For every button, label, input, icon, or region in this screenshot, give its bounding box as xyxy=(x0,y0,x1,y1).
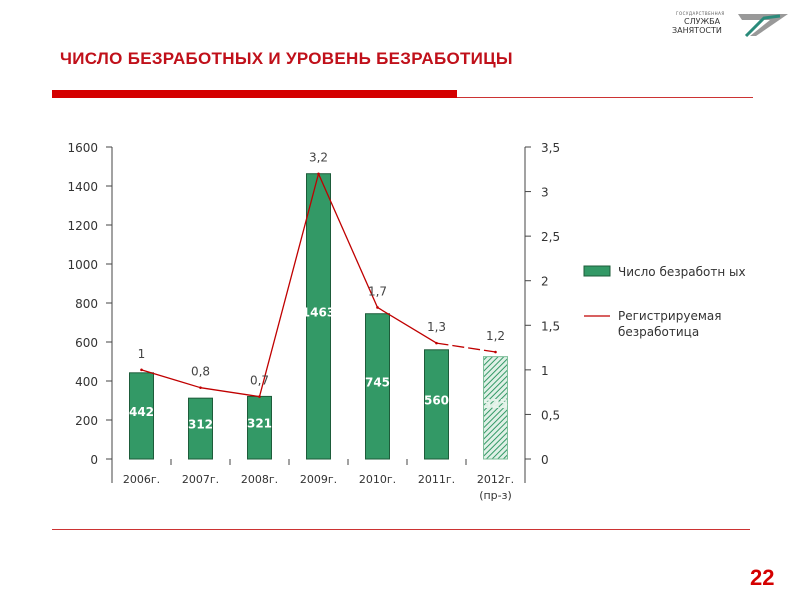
line-segment xyxy=(436,342,496,353)
x-tick-label: 2010г. xyxy=(359,473,396,486)
bar xyxy=(129,372,154,460)
line-segment xyxy=(377,306,437,344)
bar xyxy=(247,395,272,460)
legend-label-line-1: Регистрируемая xyxy=(618,309,721,323)
line-value-label: 1 xyxy=(138,347,146,361)
right-tick-label: 3,5 xyxy=(541,141,560,155)
line-segment xyxy=(141,369,201,389)
bar-value-label: 560 xyxy=(424,393,449,407)
bar-value-label: 321 xyxy=(247,417,272,431)
line-point xyxy=(376,306,379,309)
bar xyxy=(424,349,449,460)
bar xyxy=(483,356,508,460)
line-point xyxy=(258,395,261,398)
logo-text-1: ГОСУДАРСТВЕННАЯ xyxy=(676,11,725,16)
right-tick-label: 0 xyxy=(541,453,549,467)
line-point xyxy=(140,368,143,372)
x-tick-sublabel: (пр-з) xyxy=(479,489,512,502)
line-value-label: 0,8 xyxy=(191,365,210,379)
footer-divider xyxy=(52,529,750,530)
line-segment xyxy=(258,173,320,397)
line-point xyxy=(435,341,438,345)
bar xyxy=(365,313,390,460)
header-red-bar xyxy=(52,90,457,98)
bar-value-label: 442 xyxy=(129,405,154,419)
right-tick-label: 2,5 xyxy=(541,230,560,244)
right-tick-label: 2 xyxy=(541,275,549,289)
line-point xyxy=(199,386,202,389)
left-tick-label: 200 xyxy=(75,414,98,428)
left-tick-label: 1000 xyxy=(67,258,98,272)
x-tick-label: 2009г. xyxy=(300,473,337,486)
left-tick-label: 1600 xyxy=(67,141,98,155)
legend-bar-swatch xyxy=(583,265,611,277)
left-tick-label: 0 xyxy=(90,453,98,467)
logo-text-3: ЗАНЯТОСТИ xyxy=(672,26,722,35)
right-tick-label: 1 xyxy=(541,364,549,378)
logo-text-2: СЛУЖБА xyxy=(684,17,721,26)
line-point xyxy=(317,172,320,176)
logo: ГОСУДАРСТВЕННАЯ СЛУЖБА ЗАНЯТОСТИ xyxy=(670,10,790,42)
x-tick-label: 2011г. xyxy=(418,473,455,486)
line-value-label: 3,2 xyxy=(309,151,328,165)
logo-mark-icon xyxy=(738,14,788,38)
left-tick-label: 800 xyxy=(75,297,98,311)
x-tick-label: 2006г. xyxy=(123,473,160,486)
legend-label-line-2: безработица xyxy=(618,325,699,339)
bar-value-label: 745 xyxy=(365,375,390,389)
x-tick-label: 2008г. xyxy=(241,473,278,486)
right-tick-label: 1,5 xyxy=(541,319,560,333)
line-value-label: 0,7 xyxy=(250,374,269,388)
line-value-label: 1,7 xyxy=(368,284,387,298)
line-point xyxy=(494,350,497,354)
right-tick-label: 3 xyxy=(541,186,549,200)
x-tick-label: 2012г. xyxy=(477,473,514,486)
page-title: ЧИСЛО БЕЗРАБОТНЫХ И УРОВЕНЬ БЕЗРАБОТИЦЫ xyxy=(60,49,513,68)
line-segment xyxy=(200,387,260,398)
page-number: 22 xyxy=(750,565,775,590)
line-value-label: 1,3 xyxy=(427,320,446,334)
legend-label-bars: Число безработн ых xyxy=(618,265,746,279)
bar-value-label: 1463 xyxy=(302,305,335,319)
line-segment xyxy=(317,173,379,308)
right-tick-label: 0,5 xyxy=(541,408,560,422)
line-value-label: 1,2 xyxy=(486,329,505,343)
left-tick-label: 1200 xyxy=(67,219,98,233)
x-tick-label: 2007г. xyxy=(182,473,219,486)
left-tick-label: 400 xyxy=(75,375,98,389)
bar-value-label: 312 xyxy=(188,418,213,432)
bar xyxy=(188,397,213,460)
bar-value-label: 525 xyxy=(483,397,508,411)
chart: 0 200 400 600 800 1000 1200 1400 1600 0 0,5 1 1,5 2 2,… xyxy=(67,141,746,502)
left-tick-label: 600 xyxy=(75,336,98,350)
header-divider xyxy=(457,97,753,98)
left-tick-label: 1400 xyxy=(67,180,98,194)
